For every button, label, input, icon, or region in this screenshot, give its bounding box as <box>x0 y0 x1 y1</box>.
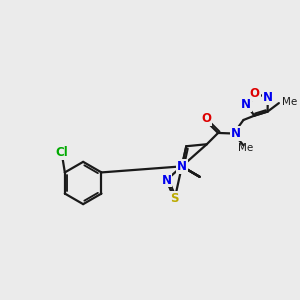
Text: O: O <box>201 112 211 125</box>
Text: N: N <box>241 98 251 111</box>
Text: N: N <box>263 91 273 104</box>
Text: S: S <box>170 192 179 206</box>
Text: Me: Me <box>238 142 253 153</box>
Text: Cl: Cl <box>56 146 68 159</box>
Text: Me: Me <box>282 97 298 107</box>
Text: N: N <box>177 160 187 173</box>
Text: N: N <box>161 173 171 187</box>
Text: O: O <box>250 87 260 100</box>
Text: N: N <box>231 127 241 140</box>
